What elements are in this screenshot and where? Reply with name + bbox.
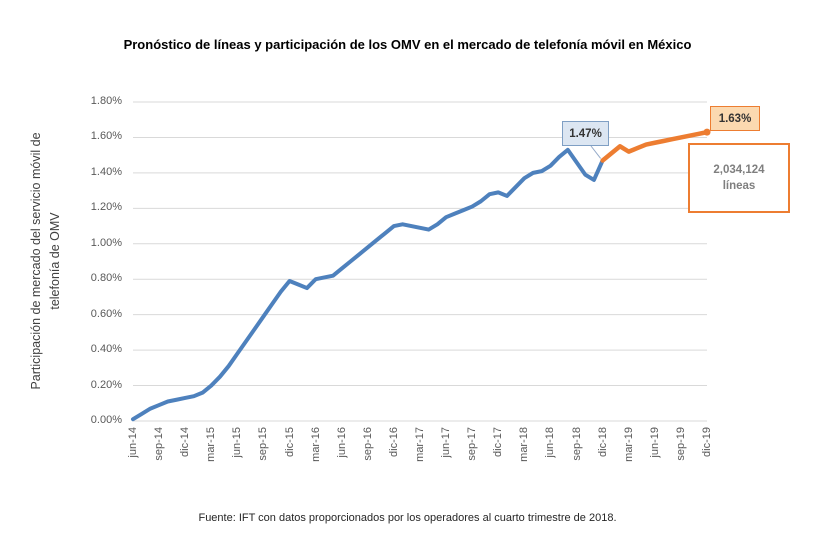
x-tick-label: sep-14 — [151, 427, 167, 483]
x-tick-label-text: mar-19 — [622, 427, 635, 462]
x-tick-label: dic-16 — [386, 427, 402, 483]
x-tick-label: sep-15 — [255, 427, 271, 483]
x-tick-label-text: jun-17 — [440, 427, 453, 458]
x-tick-label-text: mar-17 — [414, 427, 426, 462]
y-tick-label: 1.00% — [90, 236, 122, 249]
y-tick-label: 1.60% — [90, 130, 122, 143]
forecast-end-dot — [703, 128, 711, 136]
historical-omv-share-line — [131, 147, 605, 422]
x-tick-label-text: sep-14 — [153, 427, 166, 461]
x-tick-label-text: mar-15 — [205, 427, 218, 462]
x-tick-label-text: dic-14 — [179, 427, 192, 457]
x-tick-label: dic-18 — [595, 427, 611, 483]
x-tick-label: sep-17 — [464, 427, 480, 483]
x-tick-label-text: jun-18 — [544, 427, 557, 458]
y-tick-label: 0.80% — [90, 272, 122, 285]
callout-1-63-percent: 1.63% — [710, 106, 760, 131]
x-tick-label: mar-15 — [203, 427, 219, 483]
x-tick-label: mar-19 — [621, 427, 637, 483]
source-note: Fuente: IFT con datos proporcionados por… — [198, 512, 617, 524]
x-tick-label: mar-18 — [516, 427, 532, 483]
x-tick-label-text: jun-14 — [127, 427, 139, 458]
y-tick-label: 1.80% — [90, 95, 122, 107]
x-tick-label-text: dic-17 — [492, 427, 505, 457]
y-tick-label: 0.40% — [90, 343, 122, 356]
x-tick-label-text: sep-19 — [674, 427, 687, 461]
forecast-lines-unit: líneas — [722, 180, 756, 192]
callout-leader-line — [590, 145, 602, 159]
x-tick-label: mar-17 — [412, 427, 428, 483]
x-tick-label-text: sep-15 — [257, 427, 270, 461]
x-tick-label-text: dic-16 — [387, 427, 400, 457]
x-tick-label: dic-15 — [282, 427, 298, 483]
x-tick-label: sep-19 — [673, 427, 689, 483]
callout-1-47-percent: 1.47% — [562, 121, 609, 146]
x-tick-label-text: sep-17 — [466, 427, 479, 461]
forecast-lines-box: 2,034,124 líneas — [688, 143, 790, 213]
x-tick-label: jun-14 — [125, 427, 141, 483]
x-tick-label: jun-15 — [229, 427, 245, 483]
x-tick-label-text: dic-18 — [596, 427, 609, 457]
x-tick-label: jun-19 — [647, 427, 663, 483]
x-tick-label-text: mar-16 — [309, 427, 322, 462]
y-tick-label: 0.60% — [90, 307, 122, 320]
forecast-omv-share-line — [600, 129, 710, 163]
forecast-lines-value: 2,034,124 — [713, 164, 765, 176]
x-tick-label-text: jun-16 — [335, 427, 348, 458]
x-tick-label: dic-17 — [490, 427, 506, 483]
y-tick-label: 1.20% — [90, 201, 122, 214]
x-tick-label: dic-14 — [177, 427, 193, 483]
x-tick-label-text: jun-15 — [231, 427, 244, 458]
x-tick-label-text: sep-16 — [361, 427, 374, 461]
x-tick-label-text: jun-19 — [648, 427, 661, 458]
x-tick-label-text: sep-18 — [570, 427, 583, 461]
x-tick-label: jun-16 — [334, 427, 350, 483]
x-tick-label: mar-16 — [308, 427, 324, 483]
x-tick-label-text: dic-19 — [701, 427, 713, 457]
x-tick-label-text: dic-15 — [283, 427, 296, 457]
chart-title: Pronóstico de líneas y participación de … — [123, 37, 692, 52]
x-tick-label: jun-17 — [438, 427, 454, 483]
x-tick-label: dic-19 — [699, 427, 715, 483]
y-tick-label: 0.20% — [90, 378, 122, 391]
x-tick-label-text: mar-18 — [518, 427, 531, 462]
x-tick-label: sep-18 — [569, 427, 585, 483]
y-tick-label: 1.40% — [90, 165, 122, 178]
x-tick-label: sep-16 — [360, 427, 376, 483]
x-tick-label: jun-18 — [542, 427, 558, 483]
y-tick-label: 0.00% — [90, 414, 122, 426]
